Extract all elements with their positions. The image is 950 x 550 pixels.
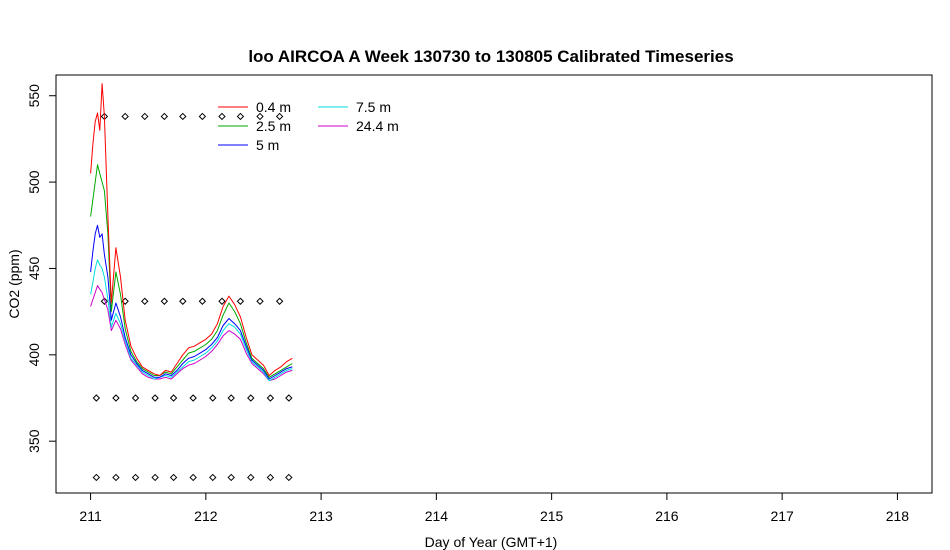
x-axis: 211 212 213 214 215 216 217 218 <box>79 492 910 524</box>
diamond-marker <box>141 297 149 305</box>
diamond-marker <box>131 473 140 482</box>
diamond-marker <box>112 394 120 402</box>
diamond-marker <box>209 394 217 402</box>
y-tick-label: 350 <box>26 429 42 453</box>
x-tick-label: 212 <box>194 508 218 524</box>
diamond-marker <box>121 112 129 121</box>
y-tick-label: 400 <box>26 343 42 367</box>
y-tick-label: 550 <box>26 84 42 108</box>
x-tick-label: 216 <box>655 508 679 524</box>
y-tick-label: 450 <box>26 257 42 281</box>
legend-label: 7.5 m <box>356 99 391 115</box>
x-tick-label: 213 <box>309 508 333 524</box>
diamond-marker <box>236 112 245 121</box>
legend-label: 5 m <box>256 137 279 153</box>
diamond-marker <box>285 394 293 402</box>
series-line <box>90 285 293 382</box>
diamond-marker <box>256 297 264 305</box>
diamond-marker <box>198 297 207 305</box>
diamond-marker <box>169 473 178 482</box>
diamond-marker <box>160 297 169 305</box>
diamond-marker <box>218 297 226 305</box>
diamond-marker <box>247 473 255 482</box>
diamond-marker <box>131 394 140 402</box>
x-tick-label: 215 <box>540 508 564 524</box>
diamond-marker <box>236 297 245 305</box>
diamond-marker <box>218 112 226 121</box>
chart-title: loo AIRCOA A Week 130730 to 130805 Calib… <box>248 47 733 66</box>
diamond-marker <box>247 394 255 402</box>
series-line <box>90 164 293 378</box>
x-tick-label: 214 <box>425 508 449 524</box>
diamond-marker <box>169 394 178 402</box>
diamond-marker <box>275 112 284 121</box>
diamond-marker <box>189 394 197 402</box>
series-line <box>90 83 293 376</box>
x-tick-label: 217 <box>770 508 794 524</box>
series-layer <box>90 83 293 382</box>
diamond-marker <box>227 473 235 482</box>
x-tick-label: 218 <box>886 508 910 524</box>
diamond-marker <box>160 112 169 121</box>
diamond-marker <box>179 297 187 305</box>
legend-label: 2.5 m <box>256 118 291 134</box>
diamond-marker <box>112 473 120 482</box>
plot-frame <box>55 74 933 494</box>
legend: 0.4 m 2.5 m 5 m 7.5 m 24.4 m <box>218 99 399 153</box>
x-tick-label: 211 <box>79 508 102 524</box>
legend-label: 0.4 m <box>256 99 291 115</box>
diamond-marker <box>151 473 159 482</box>
diamond-marker <box>209 473 217 482</box>
y-axis-title: CO2 (ppm) <box>6 249 22 318</box>
x-axis-title: Day of Year (GMT+1) <box>425 534 558 550</box>
diamond-marker <box>92 473 101 482</box>
diamond-marker <box>151 394 159 402</box>
series-line <box>90 259 293 382</box>
diamond-marker <box>227 394 235 402</box>
diamond-marker <box>275 297 284 305</box>
diamond-marker <box>266 473 275 482</box>
series-line <box>90 224 293 380</box>
legend-label: 24.4 m <box>356 118 399 134</box>
diamond-marker <box>266 394 275 402</box>
marker-layer <box>92 112 293 482</box>
y-axis: 350 400 450 500 550 <box>26 84 57 453</box>
y-tick-label: 500 <box>26 170 42 194</box>
diamond-marker <box>256 112 264 121</box>
diamond-marker <box>285 473 293 482</box>
diamond-marker <box>198 112 207 121</box>
diamond-marker <box>189 473 197 482</box>
diamond-marker <box>92 394 101 402</box>
diamond-marker <box>179 112 187 121</box>
diamond-marker <box>141 112 149 121</box>
diamond-marker <box>100 297 109 305</box>
